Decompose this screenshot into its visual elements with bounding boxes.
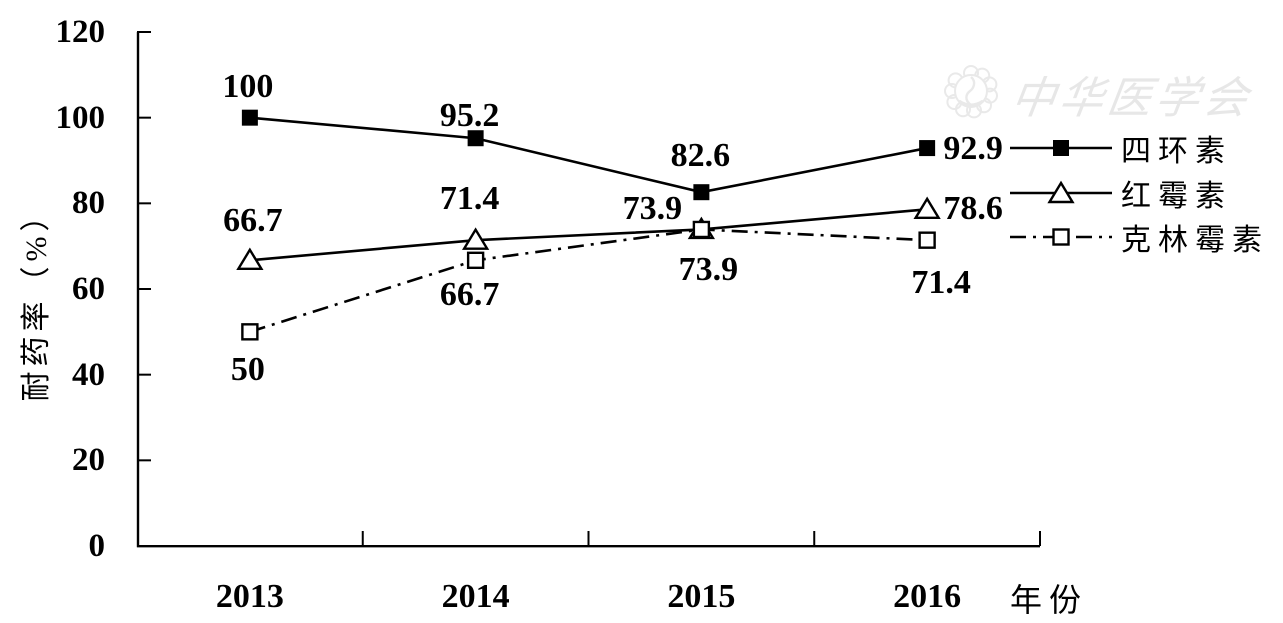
legend-item: 克林霉素 xyxy=(1008,215,1269,259)
legend-label: 四环素 xyxy=(1121,135,1232,168)
marker-open-triangle xyxy=(913,196,941,220)
series-line-open-square xyxy=(249,228,928,334)
legend-marker xyxy=(1010,140,1112,156)
x-tick-label: 2015 xyxy=(667,578,736,615)
data-label: 82.6 xyxy=(670,137,731,175)
data-label: 71.4 xyxy=(439,180,500,218)
y-tick-label: 80 xyxy=(72,185,105,222)
x-tick-label: 2013 xyxy=(215,578,284,615)
y-tick-label: 40 xyxy=(72,356,105,393)
marker-filled-square xyxy=(693,184,710,201)
data-label: 92.9 xyxy=(943,130,1003,168)
marker-open-triangle xyxy=(461,227,490,250)
legend-label: 红霉素 xyxy=(1121,180,1232,213)
legend-marker xyxy=(1010,228,1112,246)
x-tick-label: 2014 xyxy=(441,578,510,615)
series-line-open-triangle xyxy=(249,208,928,262)
series-line-filled-square xyxy=(249,116,928,194)
x-axis-title: 年份 xyxy=(1010,582,1089,618)
y-axis-title: 耐药率（%） xyxy=(20,196,53,402)
data-label: 78.6 xyxy=(943,190,1003,228)
y-tick-label: 120 xyxy=(55,14,106,50)
x-tick-label: 2016 xyxy=(893,578,962,615)
data-label: 73.9 xyxy=(622,190,683,228)
marker-open-square xyxy=(918,231,936,249)
data-label: 66.7 xyxy=(223,202,283,240)
marker-filled-square xyxy=(241,109,258,126)
data-label: 71.4 xyxy=(911,264,971,302)
marker-open-triangle xyxy=(236,247,264,271)
y-tick-label: 100 xyxy=(55,99,106,136)
y-tick-label: 0 xyxy=(88,528,106,564)
marker-filled-square xyxy=(467,130,484,147)
marker-open-square xyxy=(692,220,711,239)
marker-open-square xyxy=(466,251,485,270)
data-label: 100 xyxy=(222,67,274,105)
data-label: 50 xyxy=(230,350,265,388)
legend-marker xyxy=(1010,180,1112,204)
legend-label: 克林霉素 xyxy=(1121,224,1269,257)
marker-filled-square xyxy=(919,140,936,157)
data-label: 95.2 xyxy=(439,97,500,135)
data-label: 73.9 xyxy=(678,251,739,289)
legend-item: 红霉素 xyxy=(1008,171,1232,215)
marker-open-square xyxy=(241,323,259,341)
legend-item: 四环素 xyxy=(1008,126,1232,170)
y-tick-label: 60 xyxy=(72,271,105,307)
data-label: 66.7 xyxy=(439,276,500,314)
y-tick-label: 20 xyxy=(72,442,105,479)
